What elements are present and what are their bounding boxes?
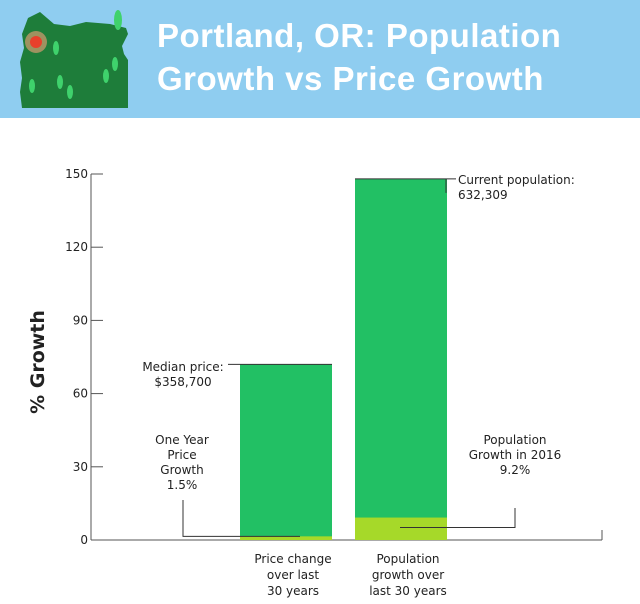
leader-population-2016 <box>400 508 516 529</box>
bar-total-1 <box>240 364 332 540</box>
x-category-label-2-line-3: last 30 years <box>369 584 447 598</box>
annotation-one-year-price-line-4: 1.5% <box>167 478 198 492</box>
header-banner: Portland, OR: Population Growth vs Price… <box>0 0 640 118</box>
leader-one-year-price <box>182 500 300 537</box>
oregon-map-icon <box>20 10 128 108</box>
x-category-label-1-line-1: Price change <box>254 552 331 566</box>
chart-title: Portland, OR: Population Growth vs Price… <box>157 14 627 100</box>
y-tick-label-90: 90 <box>73 313 88 327</box>
annotation-population-2016-line-2: Growth in 2016 <box>469 448 562 462</box>
bar-segment-2 <box>355 517 447 540</box>
bar-total-2 <box>355 178 447 540</box>
y-tick-label-60: 60 <box>73 387 88 401</box>
x-category-label-1-line-2: over last <box>267 568 320 582</box>
bar-segment-1 <box>240 536 332 540</box>
chart-title-line-1: Portland, OR: Population <box>157 17 562 54</box>
y-tick-label-120: 120 <box>65 240 88 254</box>
annotation-median-price-line-1: Median price: <box>142 360 223 374</box>
annotation-population-2016-line-3: 9.2% <box>500 463 531 477</box>
y-tick-label-150: 150 <box>65 167 88 181</box>
annotation-population-2016-line-1: Population <box>483 433 546 447</box>
x-category-label-1-line-3: 30 years <box>267 584 319 598</box>
annotation-median-price-line-2: $358,700 <box>154 375 211 389</box>
annotation-one-year-price-line-2: Price <box>167 448 196 462</box>
annotation-one-year-price-line-3: Growth <box>160 463 203 477</box>
x-category-label-2-line-2: growth over <box>372 568 444 582</box>
y-tick-label-30: 30 <box>73 460 88 474</box>
annotation-one-year-price-line-1: One Year <box>155 433 209 447</box>
x-category-label-2-line-1: Population <box>376 552 439 566</box>
annotation-current-population-line-2: 632,309 <box>458 188 508 202</box>
y-axis-label: % Growth <box>27 310 49 414</box>
annotation-current-population-line-1: Current population: <box>458 173 575 187</box>
chart-title-line-2: Growth vs Price Growth <box>157 60 544 97</box>
y-tick-label-0: 0 <box>80 533 88 547</box>
bar-chart: 0 30 60 90 120 150 % Growth Price change over la… <box>27 167 603 598</box>
